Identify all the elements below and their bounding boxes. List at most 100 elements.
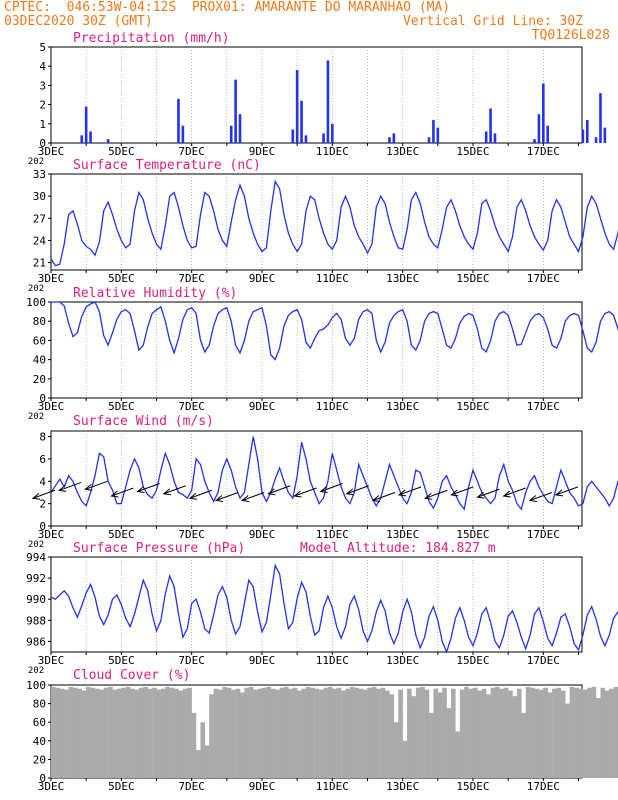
- wind-arrow-head: [502, 490, 511, 498]
- x-tick-label: 15DEC: [456, 272, 489, 285]
- cloud-bar: [503, 687, 509, 778]
- x-tick-label: 15DEC: [456, 400, 489, 413]
- cloud-bar: [455, 731, 460, 778]
- panel-frame: [50, 301, 583, 399]
- wind-arrow-shaft: [85, 480, 108, 490]
- cloud-bar: [275, 689, 280, 778]
- x-tick-label: 11DEC: [316, 145, 349, 158]
- cloud-bar: [437, 692, 443, 778]
- cloud-bar: [204, 745, 210, 778]
- precip-bar: [603, 127, 607, 143]
- cloud-bar: [411, 696, 417, 778]
- wind-arrow: [31, 489, 56, 500]
- cloud-bar: [103, 687, 109, 778]
- x-tick-label: 5DEC: [108, 528, 135, 541]
- x-tick-label: 13DEC: [386, 145, 419, 158]
- series-line: [51, 301, 618, 361]
- cloud-bar: [407, 688, 412, 778]
- cloud-bar: [543, 687, 548, 778]
- wind-arrow-shaft: [58, 481, 82, 491]
- precip-bar: [594, 137, 598, 143]
- x-year-label: 202: [28, 284, 44, 294]
- cloud-bar: [231, 689, 236, 778]
- cloud-bar: [72, 687, 78, 778]
- cloud-bar: [424, 689, 430, 778]
- cloud-bar: [235, 688, 241, 778]
- cloud-bar: [613, 686, 618, 778]
- wind-arrow: [450, 486, 474, 497]
- precip-bar: [89, 131, 92, 143]
- x-tick-label: 7DEC: [178, 654, 205, 667]
- cloud-bar: [138, 687, 144, 778]
- cloud-bar: [200, 722, 206, 778]
- precip-bar: [234, 79, 237, 143]
- y-tick-label: 8: [39, 431, 46, 444]
- cloud-bar: [116, 688, 122, 778]
- cloud-bar: [591, 686, 597, 778]
- precip-bar: [295, 70, 299, 143]
- y-tick-label: 60: [33, 716, 46, 729]
- cloud-bar: [477, 690, 482, 778]
- cloud-bar: [336, 687, 342, 778]
- x-year-label: 202: [28, 666, 44, 676]
- precip-bar: [181, 125, 185, 143]
- wind-arrow: [267, 485, 291, 496]
- wind-arrow-head: [554, 489, 564, 497]
- cloud-bar: [376, 688, 381, 778]
- y-tick-label: 30: [33, 190, 46, 203]
- x-tick-label: 17DEC: [527, 780, 560, 793]
- y-tick-label: 27: [33, 212, 46, 225]
- cloud-bar: [279, 687, 285, 778]
- cloud-bar: [77, 688, 82, 778]
- cloud-bar: [516, 688, 522, 778]
- wind-arrow: [110, 487, 134, 498]
- x-tick-label: 15DEC: [456, 145, 489, 158]
- y-tick-label: 4: [39, 60, 46, 73]
- x-tick-label: 15DEC: [456, 780, 489, 793]
- wind-arrow: [162, 485, 186, 496]
- cloud-bar: [380, 687, 386, 778]
- cloud-bar: [468, 688, 474, 778]
- cloud-bar: [393, 722, 399, 778]
- x-tick-label: 7DEC: [178, 272, 205, 285]
- cloud-bar: [609, 688, 614, 778]
- cloud-bar: [244, 687, 250, 778]
- cloud-bar: [442, 687, 447, 778]
- wind-arrow: [136, 483, 160, 494]
- y-tick-label: 0: [39, 392, 46, 405]
- y-tick-label: 986: [26, 635, 46, 648]
- cloud-bar: [341, 690, 346, 778]
- x-tick-label: 11DEC: [316, 654, 349, 667]
- cloud-bar: [367, 687, 373, 778]
- x-tick-label: 9DEC: [249, 272, 276, 285]
- x-tick-label: 17DEC: [527, 528, 560, 541]
- cloud-bar: [174, 688, 179, 778]
- wind-arrow-head: [450, 489, 459, 497]
- cloud-bar: [301, 688, 307, 778]
- y-tick-label: 994: [26, 551, 46, 564]
- header-date: 03DEC2020 30Z (GMT): [4, 14, 153, 29]
- precip-bar: [331, 123, 334, 143]
- wind-arrow: [554, 486, 579, 497]
- cloud-bar: [574, 687, 579, 778]
- y-tick-label: 988: [26, 614, 46, 627]
- cloud-bar: [556, 687, 562, 778]
- x-tick-label: 13DEC: [386, 654, 419, 667]
- wind-arrow-shaft: [215, 492, 239, 501]
- series-line: [50, 563, 618, 654]
- wind-arrow-head: [136, 486, 145, 494]
- x-tick-label: 7DEC: [178, 780, 205, 793]
- cloud-bar: [187, 687, 192, 778]
- cloud-bar: [349, 686, 355, 778]
- cloud-bar: [130, 688, 135, 778]
- cloud-bar: [160, 688, 166, 778]
- precip-bar: [80, 135, 84, 143]
- cloud-bar: [569, 686, 575, 778]
- cloud-bar: [578, 688, 584, 778]
- wind-arrow: [293, 487, 317, 498]
- cloud-bar: [297, 690, 302, 778]
- wind-arrow: [214, 492, 239, 502]
- x-tick-label: 3DEC: [38, 654, 65, 667]
- x-tick-label: 7DEC: [178, 528, 205, 541]
- precip-bar: [546, 125, 550, 143]
